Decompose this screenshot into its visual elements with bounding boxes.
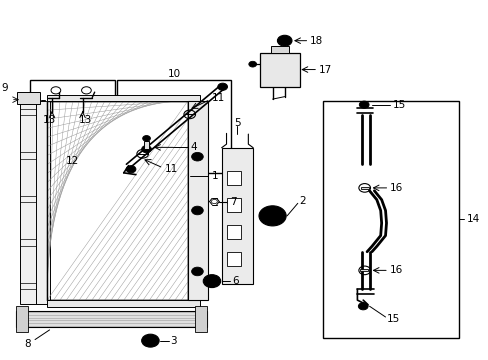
Bar [47,300,200,307]
Text: 16: 16 [388,265,402,275]
Circle shape [264,210,281,222]
Text: 15: 15 [391,100,405,111]
Text: 5: 5 [234,118,240,128]
Text: 12: 12 [65,156,79,166]
Text: 3: 3 [169,336,176,346]
Bar [20,101,38,304]
Circle shape [203,275,220,288]
Text: 11: 11 [211,93,224,103]
Circle shape [358,303,367,310]
Circle shape [191,152,203,161]
Bar [47,95,200,101]
Circle shape [212,282,214,284]
Text: 4: 4 [190,142,196,152]
Circle shape [191,206,203,215]
Circle shape [142,334,159,347]
Text: 16: 16 [389,183,402,193]
Bar [360,187,368,189]
Circle shape [209,279,211,280]
Text: 7: 7 [229,197,236,207]
Text: 13: 13 [43,115,56,125]
Bar [47,101,187,300]
Bar [260,53,299,87]
Bar [16,306,28,332]
Bar [144,141,149,149]
Bar [226,252,241,266]
Bar [17,92,40,104]
Circle shape [359,101,368,108]
Bar [195,306,207,332]
Bar [270,46,288,53]
Circle shape [126,166,136,173]
Text: 11: 11 [164,164,178,174]
Bar [226,225,241,239]
Bar [226,198,241,212]
Circle shape [212,279,214,280]
Circle shape [142,145,151,153]
Bar [359,269,367,271]
Text: 18: 18 [309,36,323,46]
Bar [37,101,50,304]
Text: 9: 9 [2,83,8,93]
Circle shape [277,35,291,46]
Circle shape [209,282,211,284]
Circle shape [208,280,210,282]
Text: 15: 15 [386,314,399,324]
Bar [323,101,458,338]
Text: 14: 14 [466,215,479,224]
Bar [117,80,231,173]
Text: 8: 8 [24,339,31,349]
Text: 17: 17 [319,64,332,75]
Bar [16,311,207,327]
Circle shape [217,83,227,90]
Bar [221,148,253,284]
Bar [226,171,241,185]
Bar [30,80,115,155]
Circle shape [248,61,256,67]
Circle shape [213,280,215,282]
Text: 6: 6 [232,276,239,286]
Text: 1: 1 [212,171,218,181]
Text: 13: 13 [78,115,91,125]
Circle shape [191,267,203,276]
Text: 2: 2 [299,196,305,206]
Text: 10: 10 [167,69,181,79]
Circle shape [259,206,285,226]
Circle shape [142,135,150,141]
Bar [187,101,208,300]
